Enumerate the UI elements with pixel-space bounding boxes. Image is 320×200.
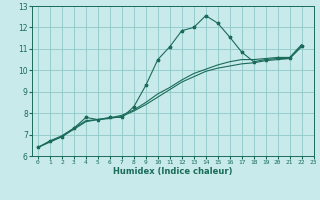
X-axis label: Humidex (Indice chaleur): Humidex (Indice chaleur) — [113, 167, 233, 176]
